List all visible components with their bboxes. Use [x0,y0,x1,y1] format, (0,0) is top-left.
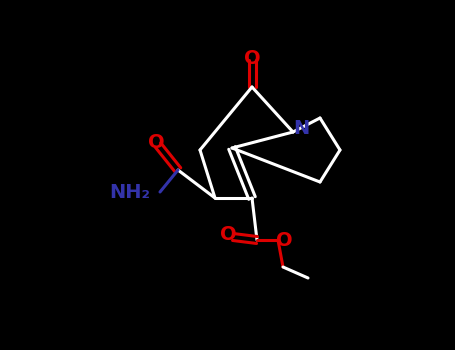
Text: NH₂: NH₂ [109,182,150,202]
Text: O: O [220,225,236,245]
Text: O: O [244,49,260,69]
Text: O: O [148,133,164,153]
Text: O: O [276,231,292,250]
Text: N: N [293,119,309,139]
